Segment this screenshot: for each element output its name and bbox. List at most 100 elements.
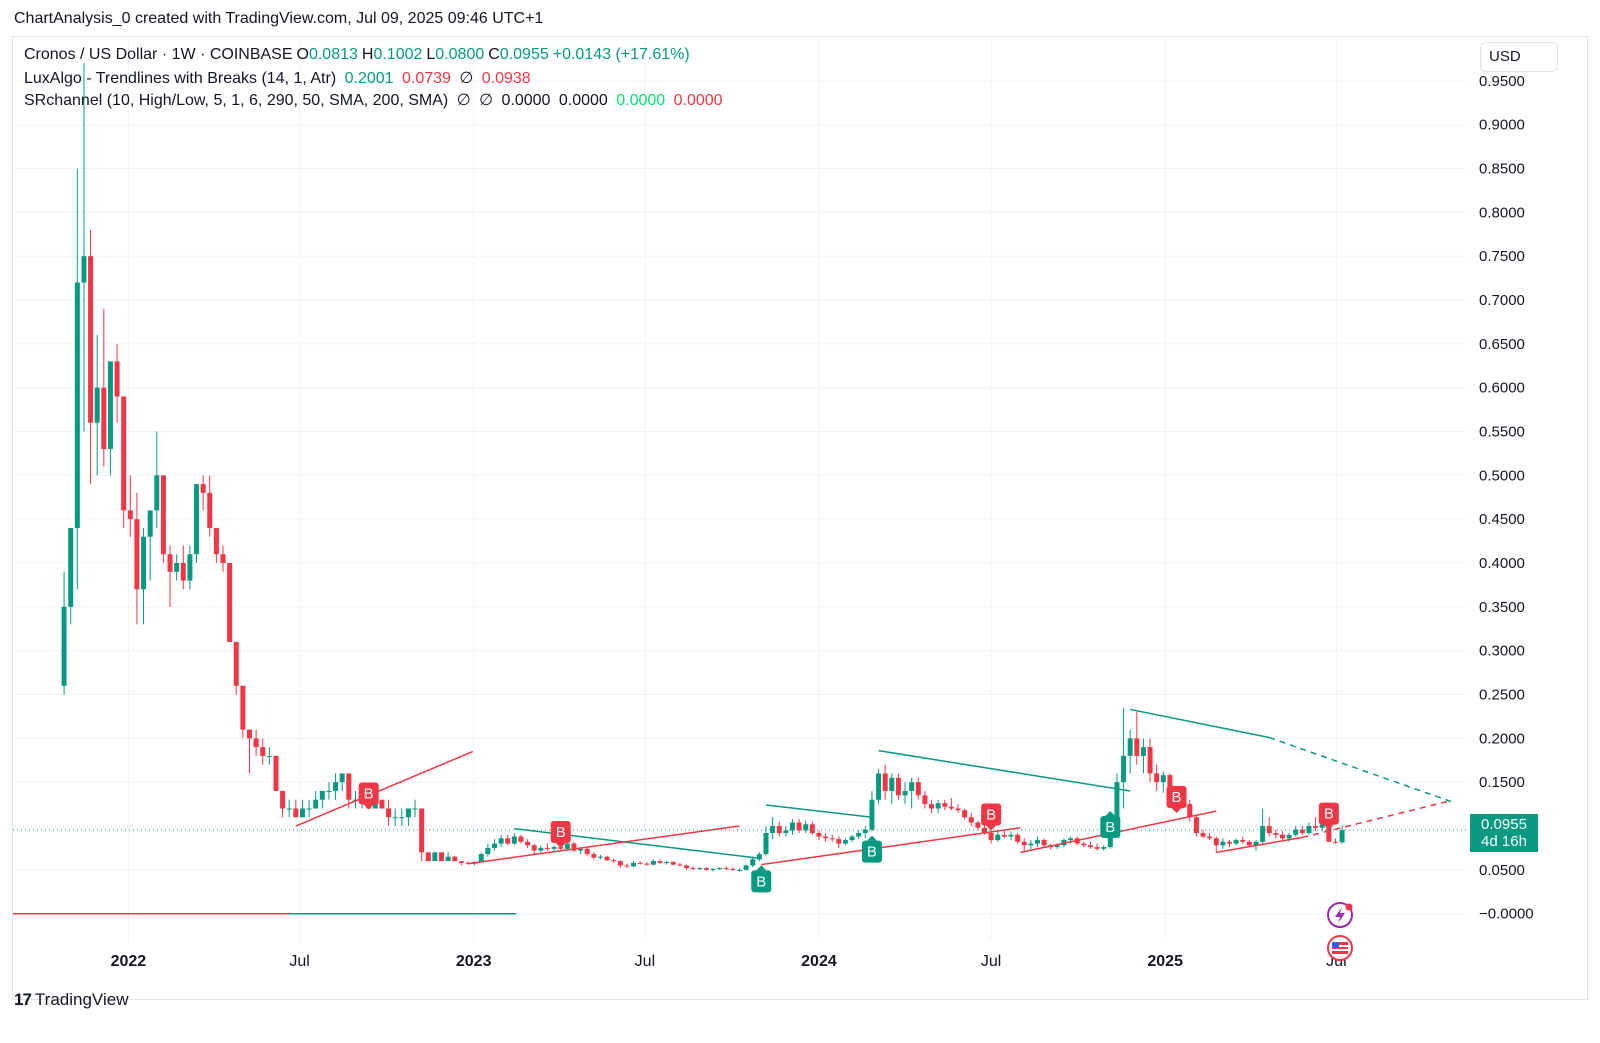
candle-body xyxy=(591,854,597,858)
candle xyxy=(644,861,650,866)
candle-body xyxy=(1193,817,1199,834)
y-tick-label: 0.3500 xyxy=(1479,599,1525,616)
candle-body xyxy=(889,777,895,791)
candle xyxy=(147,510,153,581)
candle xyxy=(220,545,226,572)
candle xyxy=(439,852,445,862)
indicator-value: 0.0938 xyxy=(481,70,531,87)
y-tick-label: 0.7000 xyxy=(1479,292,1525,309)
candle xyxy=(326,782,332,800)
candle xyxy=(968,812,974,827)
candle-body xyxy=(339,773,345,783)
candle xyxy=(207,475,213,537)
candle-body xyxy=(1054,845,1060,848)
candle-body xyxy=(710,868,716,870)
bearish-break-label: B xyxy=(1166,785,1187,813)
support-trendline xyxy=(467,825,740,865)
candle-body xyxy=(1299,829,1305,834)
candle xyxy=(1332,838,1338,844)
bullish-break-label: B xyxy=(861,835,882,863)
candle xyxy=(88,229,94,485)
candle-body xyxy=(260,747,266,756)
low-label: L xyxy=(426,46,436,63)
indicator-legend-luxalgo[interactable]: LuxAlgo - Trendlines with Breaks (14, 1,… xyxy=(24,68,535,88)
candle-body xyxy=(982,827,988,834)
candle xyxy=(723,866,729,870)
candle xyxy=(611,858,617,863)
x-tick-label: 2023 xyxy=(456,953,492,970)
candle xyxy=(1207,833,1213,841)
candle-body xyxy=(107,361,113,450)
candle-body xyxy=(1034,840,1040,844)
candle-body xyxy=(491,843,497,848)
lightning-event-icon[interactable] xyxy=(1327,902,1353,928)
candle-body xyxy=(1313,826,1319,828)
candle-body xyxy=(61,606,67,686)
candle-body xyxy=(770,826,776,834)
symbol-legend[interactable]: Cronos / US Dollar · 1W · COINBASE O0.081… xyxy=(24,46,694,64)
label-pointer xyxy=(1171,807,1182,813)
candle-body xyxy=(1253,841,1259,846)
candle-body xyxy=(525,841,531,846)
candle-body xyxy=(763,833,769,855)
candle xyxy=(280,790,286,818)
candle-body xyxy=(432,852,438,862)
candle xyxy=(68,527,74,625)
indicator-name: LuxAlgo - Trendlines with Breaks (14, 1,… xyxy=(24,70,337,87)
candle-body xyxy=(1187,804,1193,818)
candle-body xyxy=(611,860,617,862)
candle-body xyxy=(803,824,809,831)
candle xyxy=(816,830,822,841)
last-price-label: 0.0955 4d 16h xyxy=(1470,814,1538,852)
candle-body xyxy=(849,836,855,841)
candle xyxy=(902,782,908,805)
candle xyxy=(1213,836,1219,853)
candle-body xyxy=(922,795,928,805)
candle-body xyxy=(876,773,882,800)
candle xyxy=(1187,799,1193,822)
candle-body xyxy=(81,256,87,283)
candle-body xyxy=(405,808,411,818)
brand-name: TradingView xyxy=(34,990,129,1009)
candle-body xyxy=(697,868,703,870)
candle xyxy=(862,826,868,839)
candle xyxy=(1127,729,1133,774)
indicator-legend-srchannel[interactable]: SRchannel (10, High/Low, 5, 1, 6, 290, 5… xyxy=(24,90,727,110)
y-tick-label: 0.1500 xyxy=(1479,774,1525,791)
candle-body xyxy=(743,865,749,870)
candle xyxy=(1021,838,1027,853)
label-text: B xyxy=(556,824,566,841)
candle-body xyxy=(134,519,140,590)
candle-body xyxy=(167,554,173,572)
label-box xyxy=(751,870,772,893)
us-flag-event-icon[interactable] xyxy=(1327,935,1353,961)
candle-body xyxy=(293,808,299,818)
candle xyxy=(1041,838,1047,848)
currency-selector[interactable]: USD xyxy=(1480,42,1558,72)
candle-body xyxy=(452,856,458,862)
candle xyxy=(717,867,723,870)
candle-body xyxy=(988,833,994,841)
candle xyxy=(975,820,981,831)
candle xyxy=(750,856,756,868)
label-pointer xyxy=(1323,824,1334,830)
candle-body xyxy=(412,808,418,810)
candle xyxy=(1001,829,1007,839)
candle-body xyxy=(346,773,352,800)
candle-body xyxy=(750,859,756,866)
tradingview-logo[interactable]: 17 TradingView xyxy=(14,990,128,1010)
candle xyxy=(889,773,895,805)
candle-body xyxy=(1279,834,1285,839)
candle-body xyxy=(68,527,74,607)
candle xyxy=(743,864,749,871)
label-box xyxy=(550,821,571,844)
candle-body xyxy=(637,862,643,864)
support-trendline xyxy=(295,750,474,827)
candle-body xyxy=(147,510,153,537)
candle xyxy=(1227,840,1233,848)
candle-body xyxy=(299,808,305,818)
candle-body xyxy=(842,840,848,844)
resistance-trendline xyxy=(1130,708,1270,739)
candle xyxy=(432,852,438,862)
